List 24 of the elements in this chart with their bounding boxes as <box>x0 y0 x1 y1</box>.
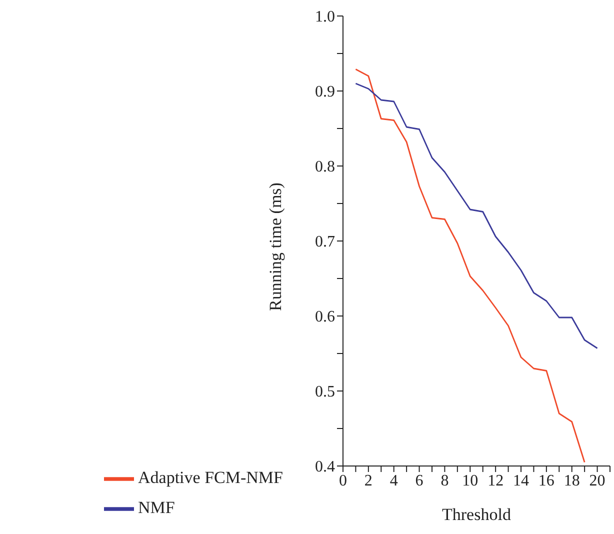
x-tick-label: 8 <box>440 472 449 490</box>
x-tick-label: 10 <box>462 472 478 490</box>
x-tick-label: 2 <box>364 472 372 490</box>
x-tick-label: 14 <box>512 472 529 490</box>
y-tick-label: 0.5 <box>314 384 335 401</box>
x-tick-label: 16 <box>538 472 554 490</box>
x-tick-label: 0 <box>338 472 347 490</box>
x-tick-label: 20 <box>589 472 606 490</box>
y-tick-label: 0.9 <box>314 84 335 101</box>
y-axis-title: Running time (ms) <box>266 182 286 311</box>
x-tick-label: 4 <box>390 472 398 490</box>
line-series <box>355 68 586 463</box>
legend-label: NMF <box>138 498 175 517</box>
y-tick-label: 0.7 <box>314 234 335 251</box>
y-tick-label: 0.4 <box>314 458 335 476</box>
y-tick-label: 0.8 <box>314 158 335 176</box>
x-tick-label: 18 <box>564 472 580 490</box>
y-tick-label: 0.6 <box>314 308 335 326</box>
y-tick-label: 1.0 <box>314 8 335 26</box>
x-tick-label: 12 <box>488 472 504 490</box>
line-series <box>355 82 598 349</box>
x-tick-label: 6 <box>415 472 424 490</box>
x-axis-title: Threshold <box>442 505 512 524</box>
legend-label: Adaptive FCM-NMF <box>138 468 283 487</box>
